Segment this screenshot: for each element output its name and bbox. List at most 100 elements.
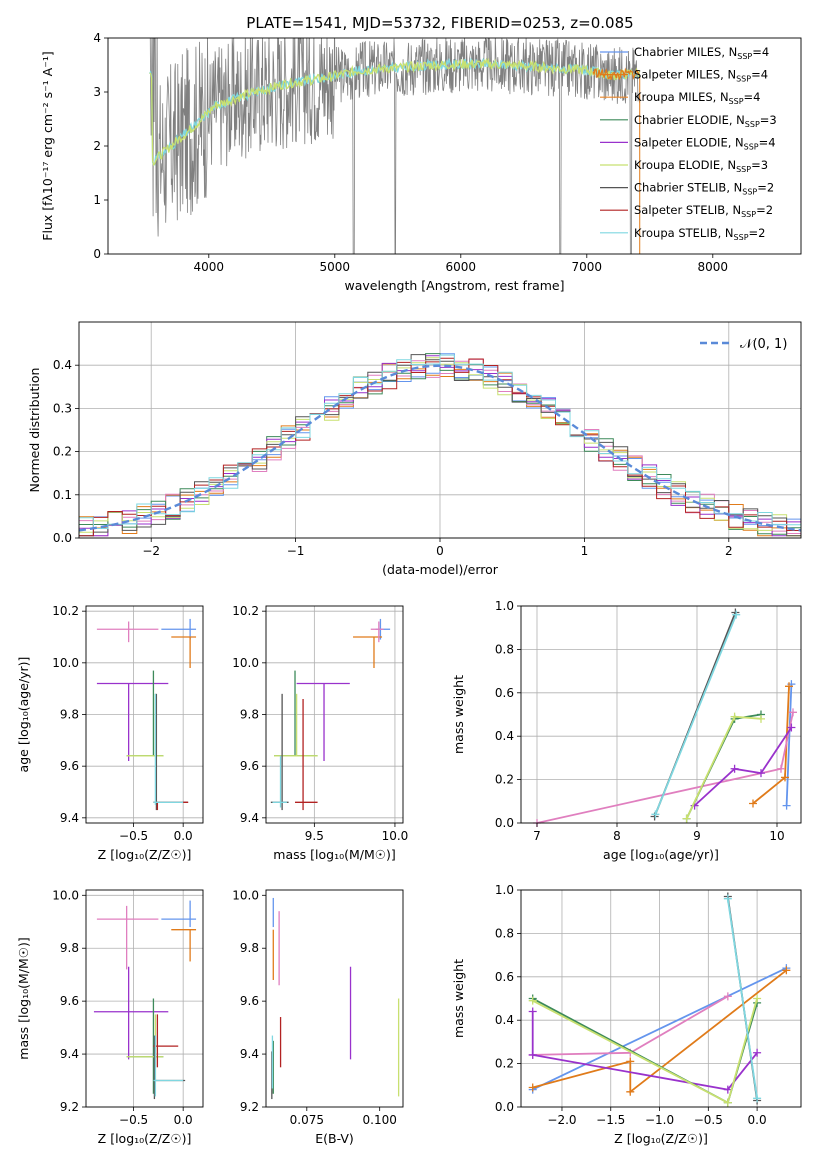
y-tick-label: 3 (93, 85, 101, 99)
y-tick-label: 9.8 (240, 941, 259, 955)
y-tick-label: 0.0 (53, 531, 72, 545)
weight-point-marker (757, 769, 765, 778)
weight-series-line (532, 998, 758, 1105)
weight-point-marker (787, 723, 796, 732)
y-tick-label: 2 (93, 139, 101, 153)
x-tick-label: −0.5 (694, 1113, 723, 1127)
weight-point-marker (723, 894, 732, 903)
weight-point-marker (528, 1007, 537, 1016)
weight-series-line (536, 712, 794, 824)
y-tick-label: 10.0 (52, 888, 79, 902)
axes-frame (85, 889, 204, 1108)
y-tick-label: 0.2 (53, 445, 72, 459)
x-tick-label: −1.5 (596, 1113, 625, 1127)
panels: 4000 5000 6000 7000 8000 0 1 2 3 4 wavelength [Ang… (16, 31, 802, 1146)
x-tick-label: 5000 (320, 260, 351, 274)
x-tick-label: −0.5 (119, 829, 148, 843)
legend-label-tail: =4 (759, 135, 776, 149)
y-tick-label: 9.2 (240, 1100, 259, 1114)
histogram-step (79, 354, 801, 533)
x-tick-label: −2 (142, 544, 160, 558)
weight-series-line (532, 967, 787, 1091)
legend-label-subscript: SSP (729, 97, 744, 106)
weight-point-marker (782, 801, 791, 810)
x-axis-label: (data-model)/error (382, 562, 499, 577)
weight-point-marker (723, 1085, 732, 1094)
weight-series-line (654, 614, 738, 815)
x-tick-label: 7000 (572, 260, 603, 274)
y-axis-label: age [log₁₀(age/yr)] (16, 657, 31, 773)
x-tick-label: −0.5 (119, 1113, 148, 1127)
weight-series-line (531, 1011, 758, 1091)
legend-label: Kroupa MILES, NSSP=4 (634, 90, 760, 106)
figure-title: PLATE=1541, MJD=53732, FIBERID=0253, z=0… (246, 14, 633, 32)
weight-series-line (726, 898, 758, 1099)
legend-label-tail: =2 (756, 203, 773, 217)
y-tick-label: 1.0 (495, 883, 514, 897)
y-axis-label: mass [log₁₀(M/M☉)] (16, 937, 31, 1059)
y-tick-label: 10.0 (232, 656, 259, 670)
legend-label-subscript: SSP (736, 165, 751, 174)
weight-series-line (532, 969, 787, 1094)
x-tick-label: 7 (533, 829, 541, 843)
x-tick-label: 9.5 (305, 829, 324, 843)
weight-point-marker (528, 996, 537, 1005)
legend-label-subscript: SSP (744, 142, 759, 151)
x-tick-label: 0.075 (290, 1113, 324, 1127)
weight-series-line (785, 684, 793, 806)
weight-point-marker (723, 992, 732, 1001)
weight-point-marker (626, 1087, 635, 1096)
y-axis-label: Normed distribution (27, 368, 42, 493)
y-tick-label: 9.8 (60, 708, 79, 722)
mass-vs-z-panel: −0.5 0.0 9.2 9.4 9.6 9.8 10.0 Z [log₁₀(Z/Z☉)] ma… (16, 888, 204, 1146)
legend-label-subscript: SSP (745, 120, 760, 129)
x-tick-label: −1.0 (645, 1113, 674, 1127)
y-tick-label: 9.6 (60, 994, 79, 1008)
legend-label: Chabrier MILES, NSSP=4 (634, 45, 769, 61)
y-tick-label: 0.2 (495, 1057, 514, 1071)
x-tick-label: 0 (436, 544, 444, 558)
weight-point-marker (682, 814, 691, 823)
weight-series-line (693, 727, 793, 807)
y-tick-label: 0.8 (495, 926, 514, 940)
weight-point-marker (626, 1057, 635, 1066)
x-tick-label: 4000 (194, 260, 225, 274)
histogram-area (79, 353, 801, 537)
weight-point-marker (753, 994, 762, 1003)
x-tick-label: 2 (725, 544, 733, 558)
y-tick-label: 10.2 (52, 604, 79, 618)
weight-point-marker (785, 682, 793, 691)
y-tick-label: 0.0 (495, 1100, 514, 1114)
legend-label-tail: =4 (752, 45, 769, 59)
y-tick-label: 9.4 (60, 1047, 79, 1061)
y-tick-label: 9.6 (60, 759, 79, 773)
weight-point-marker (781, 773, 789, 782)
model-spectrum-line (149, 57, 641, 166)
x-axis-label: wavelength [Angstrom, rest frame] (344, 278, 564, 293)
x-tick-label: 10.0 (382, 829, 409, 843)
legend-label-tail: =3 (760, 113, 777, 127)
x-tick-label: 8 (613, 829, 621, 843)
y-tick-label: 9.8 (60, 941, 79, 955)
legend-label-subscript: SSP (737, 52, 752, 61)
x-axis-label: mass [log₁₀(M/M☉)] (273, 847, 395, 862)
x-tick-label: 6000 (446, 260, 477, 274)
y-tick-label: 10.0 (232, 888, 259, 902)
weight-point-marker (723, 1098, 732, 1107)
x-tick-label: 0.0 (174, 829, 193, 843)
weight-point-marker (732, 610, 741, 619)
legend-label-tail: =3 (751, 158, 768, 172)
weight-point-marker (753, 1094, 762, 1103)
weight-vs-z-panel: −2.0 −1.5 −1.0 −0.5 0.0 0.0 0.2 0.4 0.6 0.8 1.0 Z [… (451, 883, 802, 1146)
weight-point-marker (528, 1050, 537, 1059)
x-axis-label: Z [log₁₀(Z/Z☉)] (98, 1131, 192, 1146)
spectrum-plot-area (149, 38, 641, 254)
axes-frame (520, 889, 802, 1108)
weight-series-line (532, 997, 758, 1105)
y-tick-label: 0.3 (53, 401, 72, 415)
weight-series-line (752, 686, 790, 805)
y-tick-label: 0.6 (495, 686, 514, 700)
x-axis-label: Z [log₁₀(Z/Z☉)] (614, 1131, 708, 1146)
x-tick-label: 9 (693, 829, 701, 843)
weight-point-marker (651, 810, 660, 819)
